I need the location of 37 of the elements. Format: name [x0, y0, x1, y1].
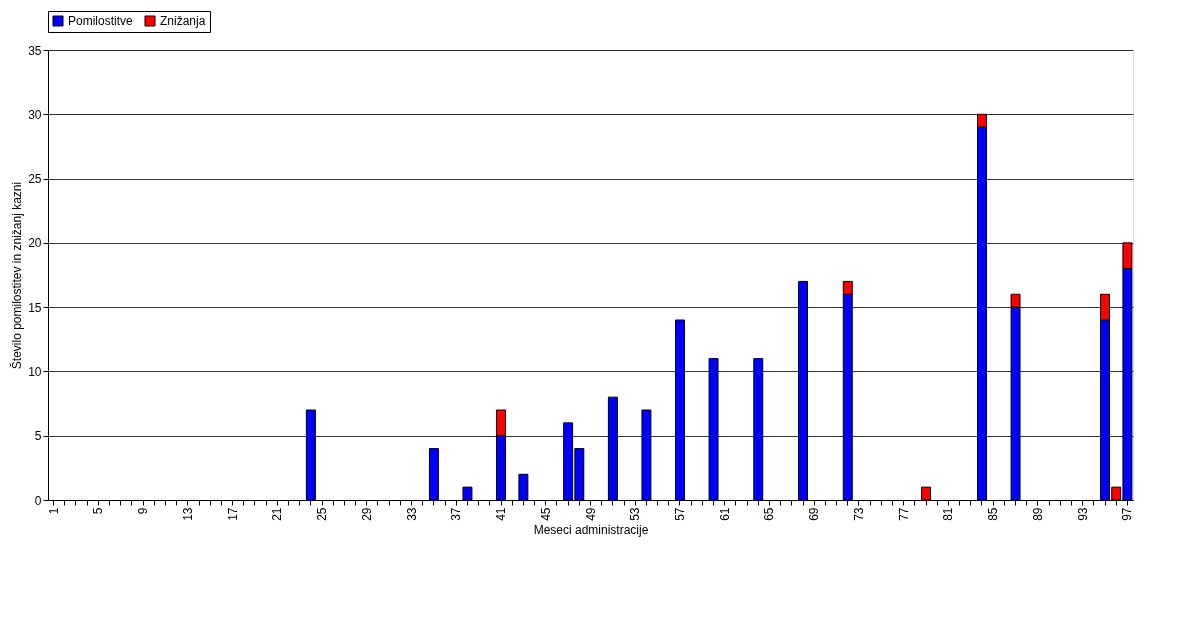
y-tick-label: 20 [28, 236, 42, 251]
x-tick-label: 29 [359, 507, 374, 521]
y-axis-title: Število pomilostitev in znižanj kazni [9, 181, 25, 370]
x-tick-label: 89 [1030, 507, 1045, 521]
x-tick-label: 5 [91, 507, 106, 515]
x-tick-label: 85 [986, 507, 1001, 521]
x-tick-label: 97 [1120, 507, 1135, 521]
x-tick-label: 25 [315, 507, 330, 521]
x-tick-label: 45 [538, 507, 553, 521]
x-tick-label: 53 [628, 507, 643, 521]
x-tick-label: 13 [180, 507, 195, 521]
x-tick-label: 81 [941, 507, 956, 521]
x-tick-label: 33 [404, 507, 419, 521]
y-tick-label: 5 [34, 429, 42, 444]
y-tick-label: 15 [28, 300, 42, 315]
x-tick-label: 41 [494, 507, 509, 521]
x-tick-label: 17 [225, 507, 240, 521]
x-tick-label: 9 [136, 507, 151, 515]
x-axis-title: Meseci administracije [533, 522, 649, 537]
y-tick-label: 25 [28, 172, 42, 187]
x-tick-label: 57 [672, 507, 687, 521]
y-tick-label: 35 [28, 43, 42, 58]
x-tick-label: 93 [1075, 507, 1090, 521]
legend-label: Pomilostitve [68, 14, 134, 28]
x-tick-label: 49 [583, 507, 598, 521]
x-tick-label: 65 [762, 507, 777, 521]
x-tick-label: 77 [896, 507, 911, 521]
y-tick-label: 0 [34, 493, 42, 508]
x-tick-label: 61 [717, 507, 732, 521]
x-tick-label: 73 [851, 507, 866, 521]
legend-label: Znižanja [160, 14, 206, 28]
x-tick-label: 21 [270, 507, 285, 521]
x-tick-label: 37 [449, 507, 464, 521]
x-tick-label: 1 [46, 507, 61, 515]
y-tick-label: 10 [28, 364, 42, 379]
x-tick-label: 69 [807, 507, 822, 521]
y-tick-label: 30 [28, 107, 42, 122]
